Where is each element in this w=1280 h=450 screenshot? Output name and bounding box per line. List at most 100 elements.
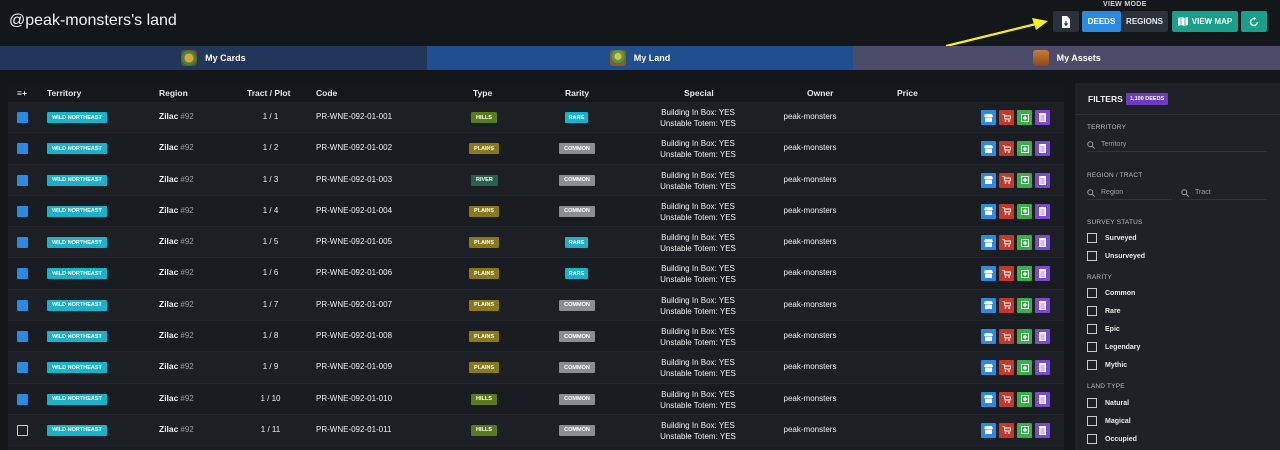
cart-icon[interactable]: [999, 329, 1014, 345]
row-checkbox[interactable]: [17, 393, 28, 405]
add-square-icon[interactable]: [1017, 422, 1032, 438]
filter-option-epic[interactable]: Epic: [1087, 324, 1120, 334]
add-square-icon[interactable]: [1017, 360, 1032, 376]
view-map-button[interactable]: VIEW MAP: [1172, 11, 1238, 32]
checkbox[interactable]: [1087, 306, 1097, 316]
table-row[interactable]: WILD NORTHEAST Zilac #92 1 / 1 PR-WNE-092-01…: [8, 102, 1064, 134]
column-header-code[interactable]: Code: [316, 88, 338, 98]
filter-option-rare[interactable]: Rare: [1087, 306, 1121, 316]
store-icon[interactable]: [981, 329, 996, 345]
store-icon[interactable]: [981, 266, 996, 282]
store-icon[interactable]: [981, 235, 996, 251]
refresh-button[interactable]: [1241, 11, 1267, 32]
store-icon[interactable]: [981, 360, 996, 376]
checkbox[interactable]: [1087, 251, 1097, 261]
add-square-icon[interactable]: [1017, 266, 1032, 282]
row-checkbox[interactable]: [17, 424, 28, 436]
document-icon[interactable]: [1035, 391, 1050, 407]
checkbox[interactable]: [1087, 360, 1097, 370]
document-icon[interactable]: [1035, 360, 1050, 376]
add-square-icon[interactable]: [1017, 141, 1032, 157]
cart-icon[interactable]: [999, 297, 1014, 313]
cart-icon[interactable]: [999, 172, 1014, 188]
cart-icon[interactable]: [999, 422, 1014, 438]
cart-icon[interactable]: [999, 203, 1014, 219]
cart-icon[interactable]: [999, 110, 1014, 125]
table-row[interactable]: WILD NORTHEAST Zilac #92 1 / 11 PR-WNE-092-0…: [8, 414, 1064, 447]
table-row[interactable]: WILD NORTHEAST Zilac #92 1 / 7 PR-WNE-092-01…: [8, 289, 1064, 322]
tab-my-cards[interactable]: My Cards: [0, 46, 427, 70]
cart-icon[interactable]: [999, 391, 1014, 407]
row-checkbox[interactable]: [17, 174, 28, 186]
document-icon[interactable]: [1035, 203, 1050, 219]
store-icon[interactable]: [981, 391, 996, 407]
export-button[interactable]: [1053, 11, 1079, 32]
filter-option-common[interactable]: Common: [1087, 288, 1135, 298]
document-icon[interactable]: [1035, 266, 1050, 282]
cart-icon[interactable]: [999, 360, 1014, 376]
filter-option-occupied[interactable]: Occupied: [1087, 434, 1137, 444]
filter-option-magical[interactable]: Magical: [1087, 416, 1131, 426]
checkbox[interactable]: [1087, 398, 1097, 408]
regions-view-button[interactable]: REGIONS: [1121, 11, 1168, 32]
table-row[interactable]: WILD NORTHEAST Zilac #92 1 / 9 PR-WNE-092-01…: [8, 352, 1064, 384]
column-header-owner[interactable]: Owner: [807, 88, 834, 98]
tab-my-assets[interactable]: My Assets: [853, 46, 1280, 70]
store-icon[interactable]: [981, 422, 996, 438]
document-icon[interactable]: [1035, 141, 1050, 157]
document-icon[interactable]: [1035, 235, 1050, 251]
document-icon[interactable]: [1035, 422, 1050, 438]
add-square-icon[interactable]: [1017, 172, 1032, 188]
store-icon[interactable]: [981, 172, 996, 188]
region-filter-input[interactable]: Region: [1087, 186, 1172, 200]
checkbox[interactable]: [1087, 342, 1097, 352]
tract-filter-input[interactable]: Tract: [1181, 186, 1267, 200]
checkbox[interactable]: [1087, 324, 1097, 334]
select-all-icon[interactable]: ≡+: [17, 88, 27, 98]
add-square-icon[interactable]: [1017, 297, 1032, 313]
store-icon[interactable]: [981, 297, 996, 313]
table-row[interactable]: WILD NORTHEAST Zilac #92 1 / 8 PR-WNE-092-01…: [8, 321, 1064, 353]
checkbox[interactable]: [1087, 434, 1097, 444]
checkbox[interactable]: [1087, 416, 1097, 426]
document-icon[interactable]: [1035, 329, 1050, 345]
row-checkbox[interactable]: [17, 362, 28, 374]
document-icon[interactable]: [1035, 172, 1050, 188]
column-header-price[interactable]: Price: [897, 88, 918, 98]
column-header-rarity[interactable]: Rarity: [565, 88, 590, 98]
add-square-icon[interactable]: [1017, 203, 1032, 219]
checkbox[interactable]: [1087, 288, 1097, 298]
store-icon[interactable]: [981, 203, 996, 219]
document-icon[interactable]: [1035, 110, 1050, 125]
cart-icon[interactable]: [999, 266, 1014, 282]
row-checkbox[interactable]: [17, 205, 28, 217]
territory-filter-input[interactable]: Territory: [1087, 138, 1267, 152]
store-icon[interactable]: [981, 141, 996, 157]
add-square-icon[interactable]: [1017, 391, 1032, 407]
table-row[interactable]: WILD NORTHEAST Zilac #92 1 / 2 PR-WNE-092-01…: [8, 133, 1064, 165]
table-row[interactable]: WILD NORTHEAST Zilac #92 1 / 5 PR-WNE-092-01…: [8, 227, 1064, 259]
filter-option-legendary[interactable]: Legendary: [1087, 342, 1140, 352]
table-row[interactable]: WILD NORTHEAST Zilac #92 1 / 3 PR-WNE-092-01…: [8, 164, 1064, 196]
tab-my-land[interactable]: My Land: [426, 46, 854, 70]
row-checkbox[interactable]: [17, 299, 28, 311]
row-checkbox[interactable]: [17, 268, 28, 280]
table-row[interactable]: WILD NORTHEAST Zilac #92 1 / 6 PR-WNE-092-01…: [8, 258, 1064, 290]
cart-icon[interactable]: [999, 235, 1014, 251]
column-header-territory[interactable]: Territory: [47, 88, 82, 98]
store-icon[interactable]: [981, 110, 996, 125]
filter-option-natural[interactable]: Natural: [1087, 398, 1129, 408]
table-row[interactable]: WILD NORTHEAST Zilac #92 1 / 4 PR-WNE-092-01…: [8, 195, 1064, 228]
row-checkbox[interactable]: [17, 112, 28, 123]
column-header-tract[interactable]: Tract / Plot: [247, 88, 291, 98]
row-checkbox[interactable]: [17, 143, 28, 155]
column-header-region[interactable]: Region: [159, 88, 188, 98]
checkbox[interactable]: [1087, 233, 1097, 243]
document-icon[interactable]: [1035, 297, 1050, 313]
deeds-view-button[interactable]: DEEDS: [1082, 11, 1121, 32]
column-header-special[interactable]: Special: [684, 88, 714, 98]
filter-option-mythic[interactable]: Mythic: [1087, 360, 1127, 370]
filter-option-surveyed[interactable]: Surveyed: [1087, 233, 1137, 243]
row-checkbox[interactable]: [17, 237, 28, 249]
cart-icon[interactable]: [999, 141, 1014, 157]
